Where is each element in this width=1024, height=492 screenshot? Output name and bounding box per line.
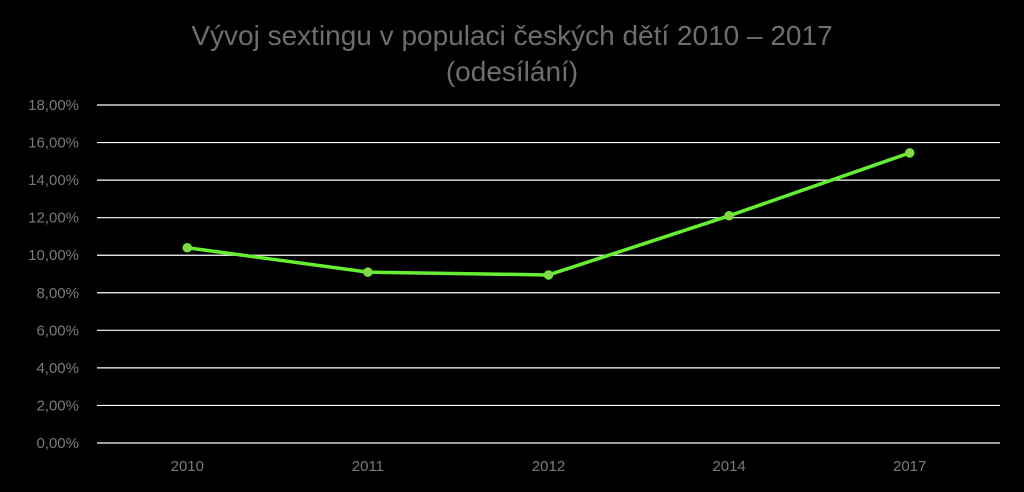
y-tick-label: 12,00% [28, 210, 79, 227]
series-line [185, 151, 912, 277]
x-tick-label: 2010 [171, 458, 204, 475]
data-point [182, 242, 193, 253]
y-tick-label: 0,00% [36, 435, 79, 452]
x-tick-label: 2012 [532, 458, 565, 475]
x-tick-label: 2011 [352, 458, 384, 475]
data-point [543, 270, 554, 280]
series-layer [182, 148, 915, 280]
x-tick-label: 2014 [712, 458, 745, 475]
chart-title: Vývoj sextingu v populaci českých dětí 2… [191, 20, 832, 51]
y-tick-label: 16,00% [28, 135, 79, 152]
y-tick-label: 4,00% [36, 360, 79, 377]
x-axis-ticks: 2010 2011 2012 2014 2017 [171, 458, 927, 475]
y-tick-label: 6,00% [36, 322, 79, 339]
data-point [904, 148, 915, 158]
data-point [724, 211, 734, 221]
chart-subtitle: (odesílání) [446, 56, 578, 87]
y-tick-label: 18,00% [28, 97, 79, 114]
y-tick-label: 14,00% [28, 172, 79, 189]
y-tick-label: 2,00% [36, 397, 79, 414]
y-tick-label: 10,00% [28, 247, 79, 264]
y-tick-label: 8,00% [36, 285, 79, 302]
data-point [363, 267, 373, 277]
y-axis-ticks: 0,00% 2,00% 4,00% 6,00% 8,00% 10,00% 12,00% 14,… [28, 97, 79, 452]
x-tick-label: 2017 [893, 458, 926, 475]
